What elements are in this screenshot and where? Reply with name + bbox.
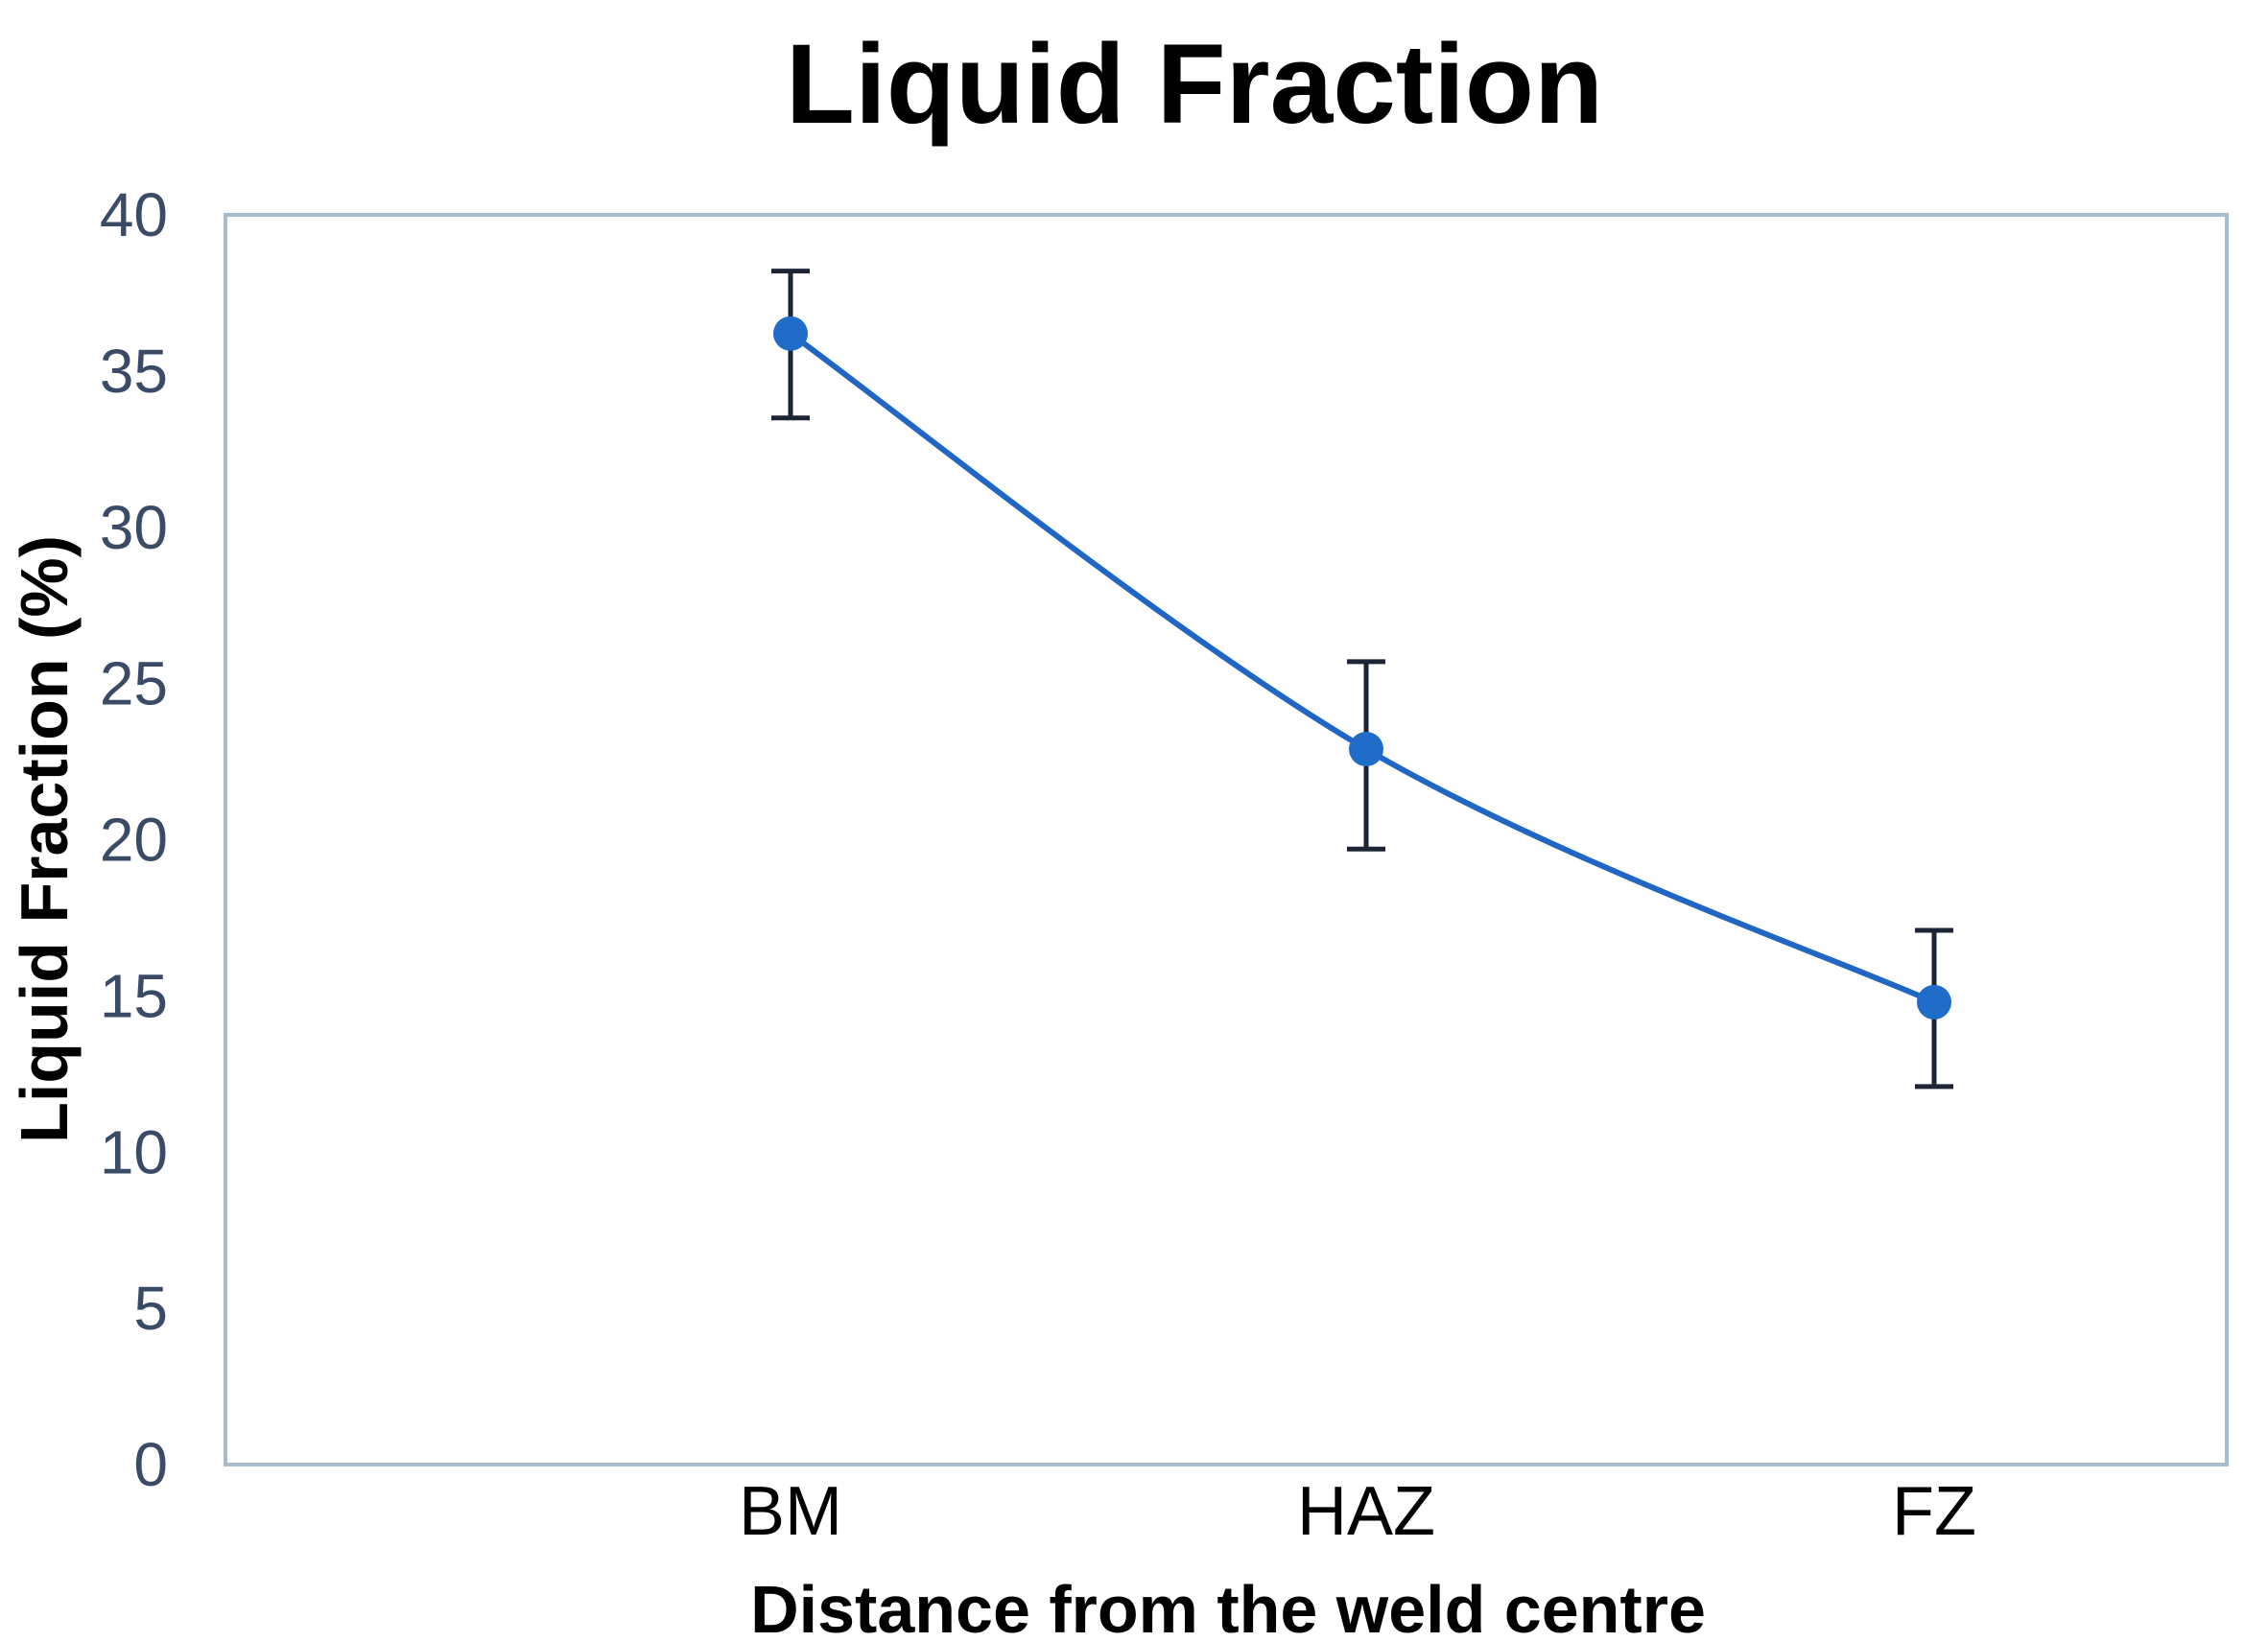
chart-title: Liquid Fraction [786, 21, 1603, 148]
y-axis-label: Liquid Fraction (%) [7, 535, 82, 1143]
y-tick-label: 25 [100, 649, 168, 718]
series-layer [771, 269, 1953, 1090]
y-tick-label: 20 [100, 806, 168, 875]
y-axis-ticks: 0 5 10 15 20 25 30 35 40 [100, 180, 168, 1499]
x-tick-label: HAZ [1297, 1473, 1435, 1550]
y-tick-label: 0 [133, 1430, 168, 1499]
x-tick-label: FZ [1892, 1473, 1976, 1550]
y-tick-label: 10 [100, 1117, 168, 1186]
data-point [773, 316, 808, 351]
data-point [1917, 984, 1951, 1020]
data-point [1349, 732, 1383, 767]
x-tick-label: BM [739, 1473, 842, 1550]
plot-area [224, 213, 2229, 1466]
y-tick-label: 30 [100, 493, 168, 562]
x-axis-label: Distance from the weld centre [750, 1572, 1706, 1642]
x-axis-ticks: BM HAZ FZ [739, 1473, 1976, 1550]
y-tick-label: 35 [100, 337, 168, 406]
y-tick-label: 15 [100, 961, 168, 1030]
series-line [789, 331, 1936, 1005]
y-tick-label: 40 [100, 180, 168, 249]
y-tick-label: 5 [133, 1274, 168, 1343]
